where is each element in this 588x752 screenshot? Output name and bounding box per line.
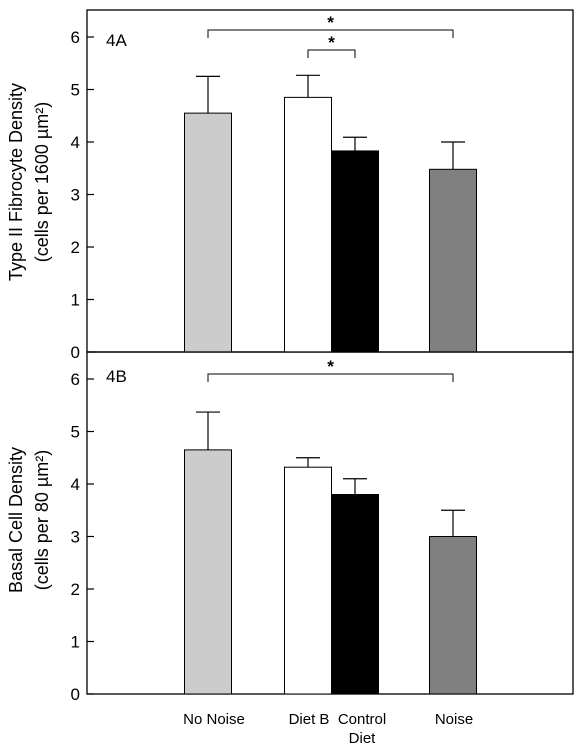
y-axis-label-4b-line1: Basal Cell Density <box>6 447 26 593</box>
y-tick-label-4a: 4 <box>71 133 80 152</box>
x-label-noise: Noise <box>435 711 473 728</box>
panel-4b: 4B Basal Cell Density (cells per 80 µm²)… <box>6 351 574 704</box>
bar-4a-2 <box>284 96 332 353</box>
panel-label-4b: 4B <box>106 367 127 386</box>
bar-4a-1 <box>184 112 232 353</box>
significance-bracket-4a <box>307 49 356 58</box>
bar-4b-2 <box>284 466 332 695</box>
y-tick-label-4b: 6 <box>71 370 80 389</box>
y-tick-label-4a: 2 <box>71 238 80 257</box>
bar-4b-4 <box>429 536 477 695</box>
y-tick-label-4b: 1 <box>71 633 80 652</box>
panel-label-4a: 4A <box>106 31 127 50</box>
significance-bracket-4b <box>207 373 454 382</box>
y-tick-label-4b: 4 <box>71 475 80 494</box>
x-label-control-line2: Diet <box>349 730 377 747</box>
x-label-no-noise: No Noise <box>183 711 245 728</box>
y-tick-label-4a: 3 <box>71 186 80 205</box>
y-tick-label-4a: 0 <box>71 343 80 362</box>
y-tick-label-4b: 2 <box>71 580 80 599</box>
significance-star-4a: * <box>327 13 334 32</box>
x-label-diet-b: Diet B <box>289 711 330 728</box>
bar-4b-1 <box>184 449 232 695</box>
panel-4a: 4A Type II Fibrocyte Density (cells per … <box>6 9 574 362</box>
y-tick-label-4a: 1 <box>71 291 80 310</box>
y-axis-label-4a-line2: (cells per 1600 µm²) <box>32 102 52 262</box>
bar-4a-3 <box>331 150 379 353</box>
y-axis-label-4a-line1: Type II Fibrocyte Density <box>6 83 26 281</box>
significance-bracket-4a <box>207 29 454 38</box>
significance-star-4a: * <box>328 33 335 52</box>
bar-4b-3 <box>331 494 379 695</box>
y-tick-label-4b: 5 <box>71 423 80 442</box>
y-tick-label-4a: 6 <box>71 28 80 47</box>
bar-4a-4 <box>429 168 477 353</box>
y-tick-label-4b: 0 <box>71 685 80 704</box>
x-axis-labels: No Noise Diet B Control Diet Noise <box>183 711 473 747</box>
x-label-control-line1: Control <box>338 711 386 728</box>
y-axis-label-4b-line2: (cells per 80 µm²) <box>32 450 52 590</box>
y-tick-label-4a: 5 <box>71 81 80 100</box>
significance-star-4b: * <box>327 357 334 376</box>
y-tick-label-4b: 3 <box>71 528 80 547</box>
